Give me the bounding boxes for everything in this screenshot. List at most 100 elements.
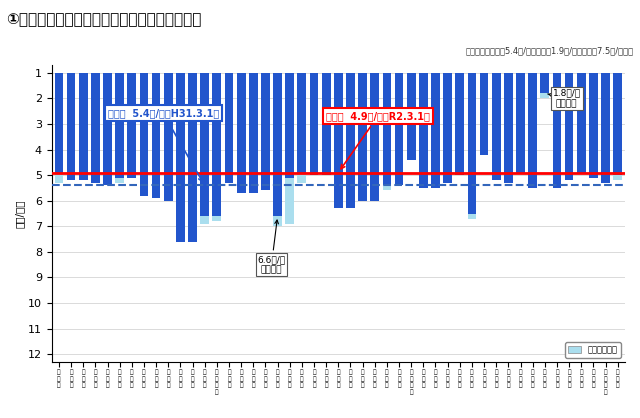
Bar [103, 73, 112, 185]
Bar [176, 73, 185, 242]
Text: 6.6人/台
（最低）: 6.6人/台 （最低） [257, 220, 285, 274]
Bar [322, 73, 330, 175]
Bar [371, 73, 379, 201]
Y-axis label: （人/台）: （人/台） [15, 199, 25, 228]
Text: 1.8人/台
（最高）: 1.8人/台 （最高） [548, 89, 580, 108]
Bar [613, 73, 622, 180]
Bar [407, 73, 415, 160]
Bar [298, 73, 307, 183]
Bar [504, 73, 513, 183]
Bar [383, 73, 391, 185]
Bar [188, 73, 197, 242]
Bar [431, 73, 440, 188]
Bar [140, 73, 148, 196]
Bar [237, 73, 246, 193]
Bar [285, 73, 294, 178]
Bar [115, 73, 124, 183]
Bar [140, 73, 148, 196]
Bar [225, 73, 234, 183]
Bar [127, 73, 136, 178]
Bar [564, 73, 573, 180]
Bar [504, 73, 513, 183]
Bar [456, 73, 464, 175]
Bar [249, 73, 258, 193]
Bar [212, 73, 221, 221]
Bar [528, 73, 537, 188]
Bar [480, 73, 488, 155]
Bar [200, 73, 209, 224]
Bar [552, 73, 561, 188]
Bar [334, 73, 342, 209]
Text: ①教育用コンピュータ１台当たりの児童生徒数: ①教育用コンピュータ１台当たりの児童生徒数 [6, 13, 202, 28]
Bar [285, 73, 294, 224]
Bar [115, 73, 124, 178]
Bar [564, 73, 573, 180]
Bar [358, 73, 367, 201]
Bar [152, 73, 161, 198]
Bar [540, 73, 549, 98]
Bar [431, 73, 440, 188]
Bar [176, 73, 185, 242]
Bar [371, 73, 379, 201]
Bar [577, 73, 586, 173]
Bar [358, 73, 367, 201]
Bar [528, 73, 537, 188]
Bar [298, 73, 307, 173]
Bar [273, 73, 282, 216]
Bar [444, 73, 452, 183]
Text: 【前年度（平均：5.4人/台、最高：1.9人/台、最低：7.5人/台）】: 【前年度（平均：5.4人/台、最高：1.9人/台、最低：7.5人/台）】 [465, 46, 634, 55]
Text: 平均値  5.4人/台（H31.3.1）: 平均値 5.4人/台（H31.3.1） [108, 108, 219, 181]
Bar [91, 73, 100, 183]
Bar [164, 73, 173, 201]
Bar [91, 73, 100, 183]
Bar [492, 73, 500, 180]
Bar [468, 73, 476, 214]
Bar [67, 73, 76, 180]
Bar [516, 73, 525, 173]
Bar [492, 73, 500, 180]
Bar [188, 73, 197, 242]
Bar [601, 73, 610, 183]
Bar [613, 73, 622, 175]
Bar [480, 73, 488, 155]
Bar [103, 73, 112, 185]
Text: 平均値  4.9人/台（R2.3.1）: 平均値 4.9人/台（R2.3.1） [326, 111, 430, 169]
Bar [273, 73, 282, 226]
Bar [346, 73, 355, 209]
Bar [540, 73, 549, 93]
Bar [310, 73, 318, 175]
Bar [200, 73, 209, 216]
Bar [419, 73, 428, 188]
Bar [67, 73, 76, 180]
Bar [334, 73, 342, 209]
Bar [395, 73, 403, 185]
Bar [419, 73, 428, 188]
Bar [237, 73, 246, 193]
Bar [225, 73, 234, 183]
Bar [589, 73, 598, 178]
Bar [79, 73, 88, 180]
Bar [444, 73, 452, 183]
Bar [395, 73, 403, 185]
Legend: 前年度比の値: 前年度比の値 [565, 342, 621, 358]
Bar [54, 73, 63, 173]
Bar [261, 73, 270, 191]
Bar [261, 73, 270, 191]
Bar [54, 73, 63, 183]
Bar [516, 73, 525, 173]
Bar [456, 73, 464, 175]
Bar [127, 73, 136, 178]
Bar [322, 73, 330, 175]
Bar [589, 73, 598, 178]
Bar [468, 73, 476, 219]
Bar [164, 73, 173, 201]
Bar [310, 73, 318, 175]
Bar [249, 73, 258, 193]
Bar [577, 73, 586, 173]
Bar [152, 73, 161, 198]
Bar [79, 73, 88, 180]
Bar [601, 73, 610, 183]
Bar [346, 73, 355, 209]
Bar [212, 73, 221, 216]
Bar [383, 73, 391, 191]
